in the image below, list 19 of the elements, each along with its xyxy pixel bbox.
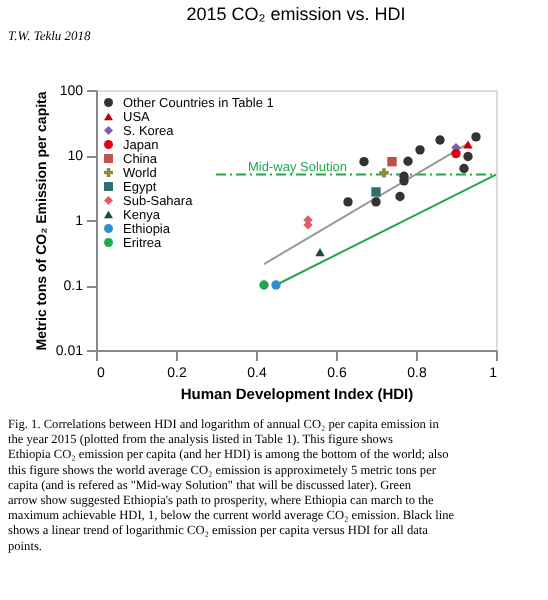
point — [463, 140, 473, 149]
point — [343, 197, 353, 207]
point — [259, 280, 269, 290]
point — [435, 135, 445, 145]
point — [403, 156, 413, 166]
point — [359, 156, 369, 167]
point — [387, 156, 397, 167]
point — [463, 151, 473, 162]
point — [371, 187, 381, 197]
point — [395, 191, 405, 202]
point — [471, 132, 481, 142]
point — [371, 197, 381, 207]
chart-title: 2015 CO₂ emission vs. HDI — [186, 4, 406, 24]
point — [315, 248, 325, 257]
point — [271, 280, 281, 290]
point — [451, 148, 461, 159]
point — [415, 145, 425, 155]
point — [459, 163, 469, 174]
point — [379, 168, 389, 178]
